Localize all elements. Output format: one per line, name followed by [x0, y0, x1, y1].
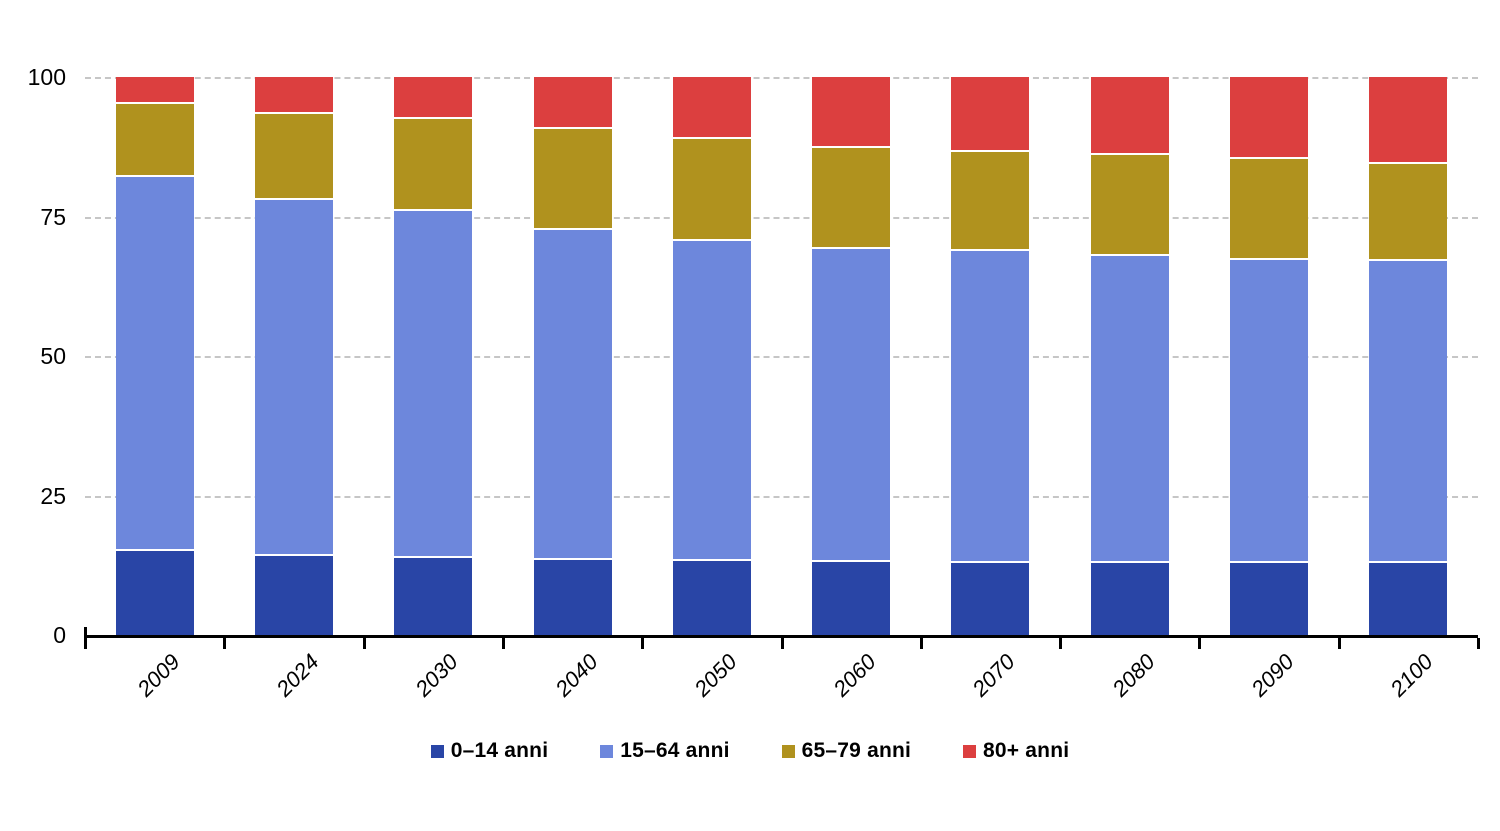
- bar-segment-2040-65-79-anni: [533, 126, 612, 229]
- x-axis-tick: [223, 638, 227, 649]
- bar-2030: [394, 77, 473, 635]
- legend-item-0-14-anni: 0–14 anni: [430, 739, 549, 763]
- plot-area: [85, 77, 1478, 635]
- y-axis-label-100: 100: [27, 64, 66, 90]
- bar-segment-2080-80+-anni: [1090, 77, 1169, 154]
- bar-segment-2080-0-14-anni: [1090, 561, 1169, 635]
- legend-swatch: [430, 744, 444, 758]
- bar-segment-2080-65-79-anni: [1090, 153, 1169, 254]
- bar-segment-2024-80+-anni: [254, 77, 333, 112]
- y-axis-label-25: 25: [40, 482, 66, 509]
- x-axis-tick: [919, 638, 923, 649]
- bar-segment-2050-80+-anni: [672, 77, 751, 138]
- bar-segment-2070-65-79-anni: [951, 150, 1030, 250]
- bar-segment-2030-65-79-anni: [394, 116, 473, 210]
- bar-segment-2080-15-64-anni: [1090, 253, 1169, 562]
- bar-segment-2100-15-64-anni: [1369, 258, 1448, 562]
- bar-2100: [1369, 77, 1448, 635]
- bar-2040: [533, 77, 612, 635]
- bar-segment-2040-15-64-anni: [533, 228, 612, 558]
- legend-swatch: [963, 744, 977, 758]
- legend: 0–14 anni 15–64 anni 65–79 anni 80+ anni: [0, 739, 1500, 763]
- legend-swatch: [600, 744, 614, 758]
- bar-segment-2040-80+-anni: [533, 77, 612, 127]
- y-axis-label-50: 50: [40, 343, 66, 369]
- y-axis-label-0: 0: [53, 622, 66, 648]
- x-axis-tick: [1198, 638, 1202, 649]
- bar-segment-2030-0-14-anni: [394, 556, 473, 635]
- bar-2050: [672, 77, 751, 635]
- legend-label: 15–64 anni: [620, 739, 730, 762]
- x-axis-tick: [780, 638, 784, 649]
- x-axis-tick: [501, 638, 505, 649]
- x-axis-tick: [362, 638, 366, 649]
- legend-label: 80+ anni: [983, 739, 1070, 762]
- bar-2009: [115, 77, 194, 635]
- bar-segment-2009-15-64-anni: [115, 175, 194, 549]
- gridline-50: [85, 356, 1478, 358]
- bar-segment-2040-0-14-anni: [533, 557, 612, 635]
- x-axis-tick: [1059, 638, 1063, 649]
- bar-segment-2060-80+-anni: [812, 77, 891, 146]
- bar-segment-2070-15-64-anni: [951, 249, 1030, 562]
- bar-segment-2024-0-14-anni: [254, 553, 333, 635]
- bar-2060: [812, 77, 891, 635]
- gridline-25: [85, 495, 1478, 498]
- legend-label: 65–79 anni: [801, 739, 912, 762]
- bar-segment-2070-80+-anni: [951, 77, 1030, 151]
- gridline-75: [85, 216, 1478, 219]
- bar-segment-2030-80+-anni: [394, 77, 473, 117]
- bar-segment-2024-15-64-anni: [254, 197, 333, 554]
- bar-segment-2100-0-14-anni: [1369, 561, 1448, 635]
- bar-segment-2090-0-14-anni: [1230, 561, 1309, 635]
- bar-2070: [951, 77, 1030, 635]
- bar-segment-2090-65-79-anni: [1230, 157, 1309, 258]
- bar-segment-2070-0-14-anni: [951, 561, 1030, 635]
- bar-segment-2090-80+-anni: [1230, 77, 1309, 158]
- bar-2090: [1230, 77, 1309, 635]
- bar-segment-2100-80+-anni: [1369, 77, 1448, 162]
- legend-swatch: [781, 744, 795, 758]
- bar-segment-2050-0-14-anni: [672, 558, 751, 635]
- x-axis-line: [85, 635, 1478, 638]
- bar-segment-2060-65-79-anni: [812, 145, 891, 247]
- x-axis-tick: [1337, 638, 1341, 649]
- x-axis-tick: [1477, 638, 1480, 649]
- legend-label: 0–14 anni: [450, 739, 549, 762]
- bar-segment-2009-0-14-anni: [115, 548, 194, 635]
- bar-segment-2090-15-64-anni: [1230, 257, 1309, 562]
- y-axis-label-75: 75: [40, 203, 66, 230]
- bar-segment-2100-65-79-anni: [1369, 161, 1448, 259]
- bar-segment-2060-15-64-anni: [812, 246, 891, 561]
- legend-item-80+-anni: 80+ anni: [963, 739, 1069, 763]
- legend-item-65-79-anni: 65–79 anni: [781, 739, 912, 763]
- bar-segment-2024-65-79-anni: [254, 111, 333, 198]
- x-axis-tick: [641, 638, 645, 649]
- bar-segment-2060-0-14-anni: [812, 560, 891, 635]
- bar-segment-2009-80+-anni: [115, 77, 194, 103]
- bar-segment-2050-15-64-anni: [672, 239, 751, 559]
- gridline-100: [85, 77, 1478, 79]
- bar-segment-2009-65-79-anni: [115, 102, 194, 176]
- bar-2080: [1090, 77, 1169, 635]
- bar-segment-2050-65-79-anni: [672, 137, 751, 240]
- legend-item-15-64-anni: 15–64 anni: [600, 739, 729, 763]
- x-axis-tick: [84, 627, 87, 649]
- bar-2024: [254, 77, 333, 635]
- bar-segment-2030-15-64-anni: [394, 209, 473, 557]
